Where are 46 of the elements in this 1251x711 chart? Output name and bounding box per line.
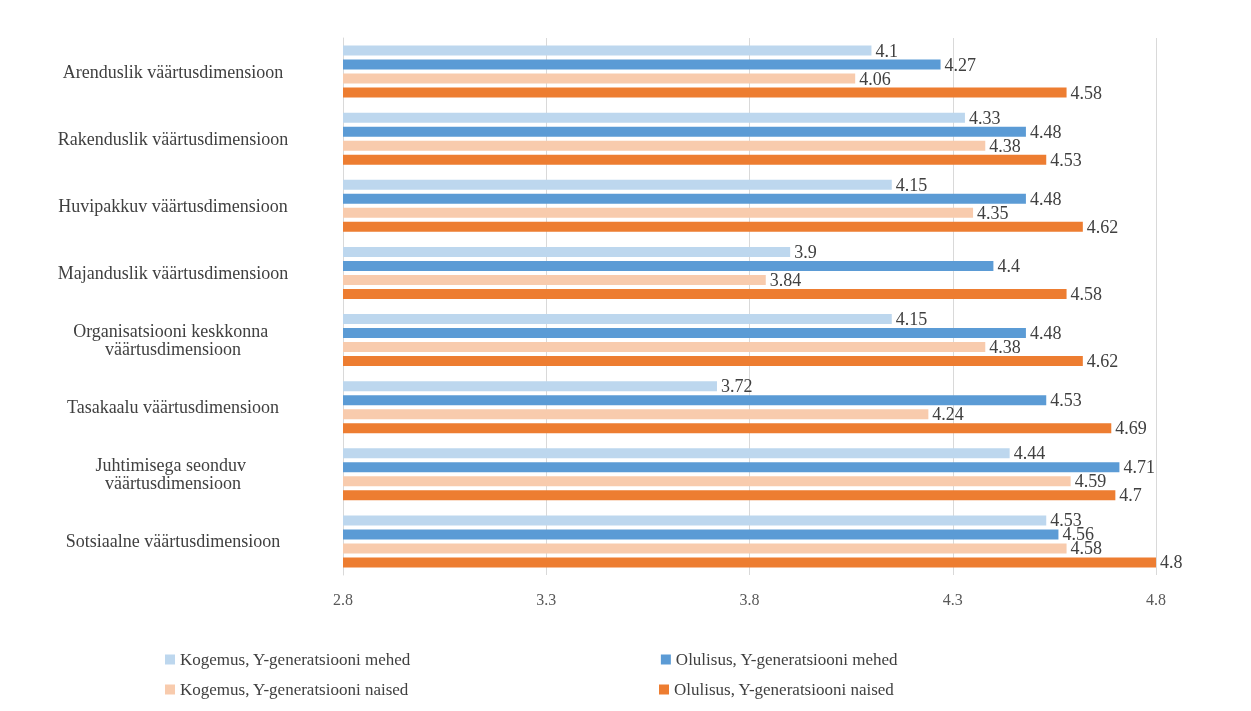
- data-label: 4.53: [1050, 390, 1082, 411]
- legend-label: Olulisus, Y-generatsiooni mehed: [675, 650, 899, 669]
- data-label: 4.38: [989, 337, 1021, 358]
- x-tick-label: 4.3: [942, 590, 963, 608]
- y-tick-label: Huvipakkuv väärtusdimensioon: [58, 195, 288, 216]
- y-tick-label: Rakenduslik väärtusdimensioon: [57, 128, 289, 149]
- data-label: 4.24: [932, 404, 964, 425]
- data-label: 4.35: [977, 202, 1009, 223]
- legend-label: Olulisus, Y-generatsiooni naised: [673, 680, 895, 699]
- data-label: 4.33: [968, 107, 1001, 128]
- y-tick-label: Sotsiaalne väärtusdimensioon: [65, 531, 281, 552]
- data-label: 4.8: [1160, 552, 1183, 573]
- data-label: 4.38: [989, 135, 1021, 156]
- data-label: 4.1: [875, 40, 898, 61]
- data-label: 4.62: [1086, 216, 1119, 237]
- y-tick-label: Juhtimisega seonduv väärtusdimensioon: [95, 455, 251, 494]
- data-label: 4.69: [1115, 418, 1147, 439]
- data-label: 4.48: [1029, 121, 1062, 142]
- data-label: 4.15: [895, 309, 928, 330]
- x-tick-label: 3.3: [536, 590, 557, 608]
- data-label: 3.84: [769, 269, 802, 290]
- data-label: 4.62: [1086, 351, 1119, 372]
- data-label: 4.59: [1074, 471, 1107, 492]
- data-label: 3.72: [720, 376, 753, 397]
- data-label: 4.53: [1050, 149, 1082, 170]
- data-label: 4.48: [1029, 323, 1062, 344]
- data-label: 3.9: [794, 241, 817, 262]
- data-label: 4.48: [1029, 188, 1062, 209]
- data-label: 4.44: [1013, 443, 1046, 464]
- y-tick-label: Organisatsiooni keskkonna väärtusdimensioon: [73, 321, 273, 360]
- data-label: 4.71: [1123, 457, 1155, 478]
- data-label: 4.58: [1070, 82, 1103, 103]
- legend-label: Kogemus, Y-generatsiooni naised: [180, 680, 409, 699]
- data-label: 4.27: [944, 54, 977, 75]
- y-tick-label: Tasakaalu väärtusdimensioon: [66, 397, 280, 418]
- legend-label: Kogemus, Y-generatsiooni mehed: [180, 650, 411, 669]
- data-label: 4.06: [859, 68, 891, 89]
- x-tick-label: 2.8: [333, 590, 353, 608]
- data-label: 4.4: [997, 255, 1020, 276]
- data-label: 4.7: [1119, 485, 1142, 506]
- x-tick-label: 3.8: [739, 590, 760, 608]
- x-tick-label: 4.8: [1146, 590, 1166, 608]
- y-tick-label: Arenduslik väärtusdimensioon: [62, 61, 284, 82]
- y-tick-label: Majanduslik väärtusdimensioon: [57, 262, 289, 283]
- data-label: 4.58: [1070, 283, 1103, 304]
- data-label: 4.15: [895, 174, 928, 195]
